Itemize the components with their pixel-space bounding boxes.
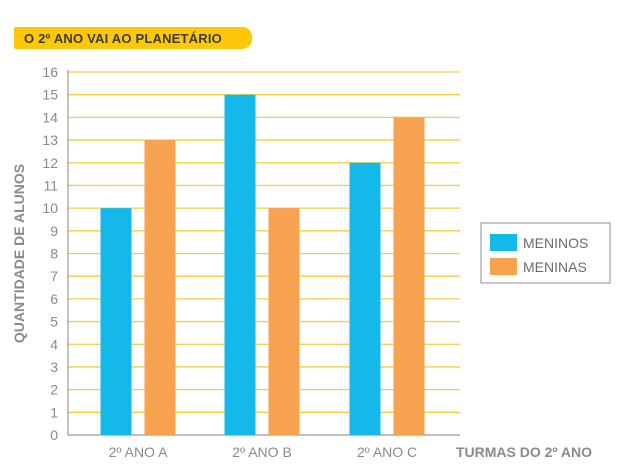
legend-box [480,222,611,284]
y-tick-label: 7 [50,268,58,284]
bar-meninas-2 [268,208,300,435]
x-tick-label: 2º ANO A [109,444,168,460]
chart-title: O 2º ANO VAI AO PLANETÁRIO [24,30,222,46]
y-tick-label: 12 [42,155,58,171]
y-tick-label: 0 [50,427,58,443]
legend-swatch-meninas [490,258,517,275]
y-tick-label: 6 [50,291,58,307]
x-axis-label: TURMAS DO 2º ANO [456,444,592,460]
y-tick-label: 15 [42,87,58,103]
y-tick-label: 16 [42,64,58,80]
legend-label: MENINOS [523,235,588,251]
bar-meninos-3 [349,162,381,435]
legend-label: MENINAS [523,259,587,275]
y-tick-label: 5 [50,314,58,330]
y-tick-label: 9 [50,223,58,239]
y-tick-label: 13 [42,132,58,148]
y-tick-label: 14 [42,109,58,125]
y-axis-label: QUANTIDADE DE ALUNOS [11,164,27,343]
x-tick-label: 2º ANO B [232,444,292,460]
x-tick-label: 2º ANO C [357,444,417,460]
y-tick-label: 11 [43,177,58,193]
legend-swatch-meninos [490,234,517,251]
bar-meninos-1 [100,208,132,435]
bar-meninos-2 [224,94,256,435]
y-tick-label: 8 [50,246,58,262]
bar-meninas-1 [144,140,176,435]
y-tick-label: 3 [50,359,58,375]
y-tick-label: 1 [50,404,58,420]
y-tick-label: 4 [50,336,58,352]
y-tick-label: 10 [42,200,58,216]
bar-meninas-3 [393,117,425,435]
chart-title-banner: O 2º ANO VAI AO PLANETÁRIO [14,27,252,49]
y-tick-label: 2 [50,382,58,398]
